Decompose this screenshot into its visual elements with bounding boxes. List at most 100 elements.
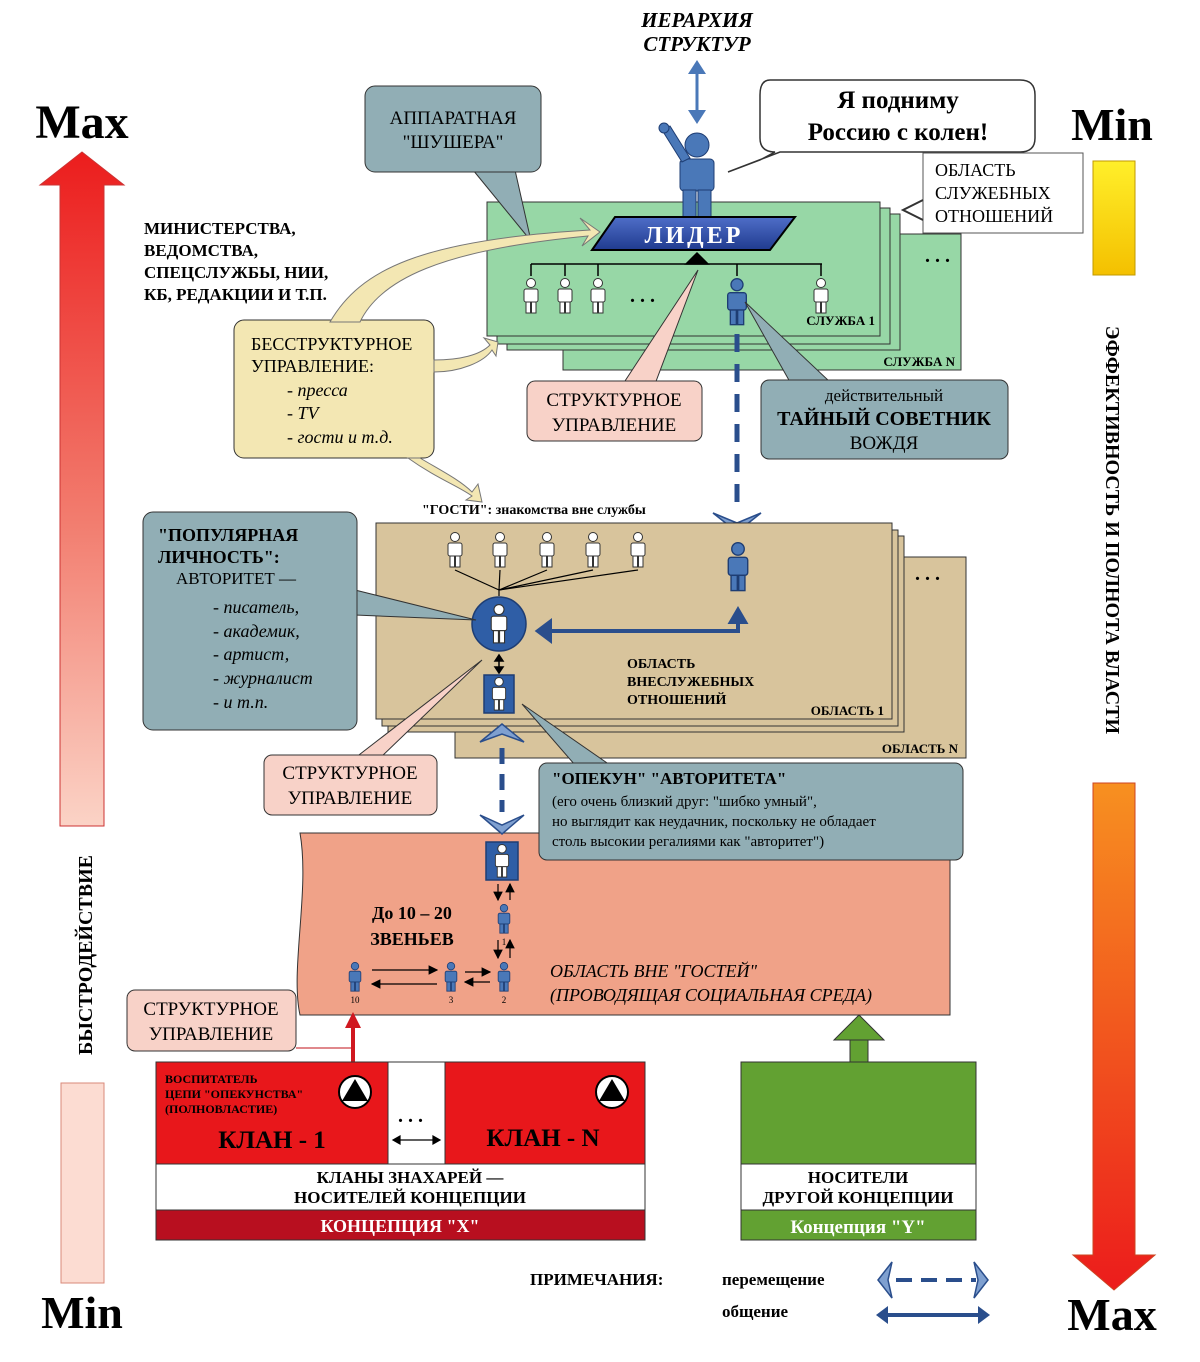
clan-n-sign-icon — [595, 1075, 629, 1109]
service-1-label: СЛУЖБА 1 — [806, 313, 875, 328]
structural-1-line1: СТРУКТУРНОЕ — [546, 390, 681, 411]
speech-line1: Я подниму — [837, 87, 959, 114]
popular-item-5: - и т.п. — [213, 692, 268, 712]
popular-line1: "ПОПУЛЯРНАЯ — [158, 525, 298, 545]
area-dots: . . . — [915, 563, 940, 585]
secret-adviser-figure — [726, 278, 748, 326]
hierarchy-line1: ИЕРАРХИЯ — [640, 8, 753, 32]
clan-1-note1: ВОСПИТАТЕЛЬ — [165, 1072, 258, 1086]
links-line2: ЗВЕНЬЕВ — [370, 929, 453, 949]
chain-arrows — [370, 882, 515, 989]
structureless-callout — [233, 217, 601, 503]
left-scale-label: БЫСТРОДЕЙСТВИЕ — [74, 855, 97, 1055]
clan-1-note2: ЦЕПИ "ОПЕКУНСТВА" — [165, 1087, 303, 1101]
apparatus-line2: "ШУШЕРА" — [403, 132, 504, 153]
guardian-figure — [483, 674, 515, 714]
speech-bubble — [727, 79, 1036, 173]
popular-item-3: - артист, — [213, 644, 289, 664]
secret-adviser-line2: ТАЙНЫЙ СОВЕТНИК — [777, 407, 991, 430]
structural-callout-1 — [526, 269, 703, 442]
concept-x-label: КОНЦЕПЦИЯ "X" — [320, 1216, 479, 1236]
guardian-line2: но выглядит как неудачник, поскольку не … — [552, 814, 876, 830]
service-area-pointer — [900, 199, 924, 221]
area-stack — [375, 522, 967, 759]
guests-lines — [454, 569, 639, 596]
staff-dots: . . . — [630, 285, 655, 307]
secret-adviser-line3: ВОЖДЯ — [850, 433, 919, 454]
popular-callout — [142, 511, 477, 731]
left-min: Min — [41, 1287, 123, 1338]
service-area-line2: СЛУЖЕБНЫХ — [935, 183, 1051, 203]
service-area-line1: ОБЛАСТЬ — [935, 160, 1016, 180]
clans-caption-line2: НОСИТЕЛЕЙ КОНЦЕПЦИИ — [294, 1188, 526, 1207]
right-min: Min — [1071, 99, 1153, 150]
left-arrow — [38, 151, 126, 827]
service-area-line3: ОТНОШЕНИЙ — [935, 206, 1053, 226]
notes-label: ПРИМЕЧАНИЯ: — [530, 1270, 663, 1289]
service-tree — [530, 251, 822, 276]
clan-gap-box — [387, 1061, 446, 1165]
structural-3-line2: УПРАВЛЕНИЕ — [149, 1024, 274, 1045]
hierarchy-line2: СТРУКТУР — [643, 32, 750, 56]
nonservice-line3: ОТНОШЕНИЙ — [627, 691, 726, 708]
outside-guests-line2: (ПРОВОДЯЩАЯ СОЦИАЛЬНАЯ СРЕДА) — [550, 985, 872, 1006]
move-legend-icon — [877, 1261, 989, 1299]
clans-caption-line1: КЛАНЫ ЗНАХАРЕЙ — — [317, 1168, 505, 1187]
popular-person — [471, 596, 527, 652]
leader-figure — [658, 122, 715, 221]
left-min-bar — [60, 1082, 105, 1284]
guardian-callout — [521, 703, 964, 861]
area-n-label: ОБЛАСТЬ N — [882, 741, 959, 756]
clan-dots: . . . — [398, 1105, 423, 1127]
chain-num-3: 3 — [449, 995, 454, 1005]
concept-y-box — [740, 1209, 977, 1241]
other-green-box — [740, 1061, 977, 1165]
adviser-in-area-figure — [727, 542, 749, 592]
guardian-copy-figure — [485, 841, 519, 881]
structural-2-line1: СТРУКТУРНОЕ — [282, 763, 417, 784]
structureless-line2: УПРАВЛЕНИЕ: — [251, 356, 374, 376]
clan-talk-arrow — [391, 1134, 442, 1146]
guardian-line3: столь высокии регалиями как "авторитет") — [552, 834, 824, 850]
structural-callout-3 — [126, 989, 297, 1052]
concept-y-label: Концепция "Y" — [790, 1217, 925, 1238]
chain-num-1: 1 — [502, 937, 507, 947]
structural-1-line2: УПРАВЛЕНИЕ — [552, 415, 677, 436]
other-line1: НОСИТЕЛИ — [808, 1168, 909, 1187]
popular-item-1: - писатель, — [213, 597, 299, 617]
hierarchy-arrow — [688, 60, 706, 124]
clans-caption-box — [155, 1163, 646, 1211]
leader-label: ЛИДЕР — [645, 223, 744, 249]
other-line2: ДРУГОЙ КОНЦЕПЦИИ — [762, 1188, 953, 1207]
guardian-title: "ОПЕКУН" "АВТОРИТЕТА" — [552, 769, 786, 788]
right-scale-label: ЭФФЕКТИВНОСТЬ И ПОЛНОТА ВЛАСТИ — [1101, 326, 1123, 735]
area-1-label: ОБЛАСТЬ 1 — [811, 703, 884, 718]
secret-adviser-line1: действительный — [825, 386, 943, 405]
apparatus-line1: АППАРАТНАЯ — [390, 108, 517, 129]
guests-caption: "ГОСТИ": знакомства вне службы — [422, 503, 646, 518]
chain-num-10: 10 — [351, 995, 361, 1005]
apparatus-callout — [364, 85, 542, 242]
talk-arrow-2 — [493, 653, 505, 675]
structureless-item-1: - пресса — [287, 380, 348, 400]
talk-legend-icon — [876, 1306, 990, 1324]
talk-arrow-1 — [534, 606, 749, 644]
service-dots: . . . — [925, 245, 950, 267]
structural-callout-2 — [263, 659, 483, 816]
notes-move: перемещение — [722, 1270, 825, 1289]
ministries-line1: МИНИСТЕРСТВА, — [144, 219, 296, 238]
popular-line3: АВТОРИТЕТ — — [176, 569, 297, 588]
clan-1-name: КЛАН - 1 — [218, 1127, 326, 1154]
leader-plate — [590, 216, 798, 251]
ministries-line4: КБ, РЕДАКЦИИ И Т.П. — [144, 285, 327, 304]
right-max: Max — [1067, 1289, 1156, 1340]
other-up-arrow — [832, 1014, 886, 1063]
guardian-line1: (его очень близкий друг: "шибко умный", — [552, 794, 817, 810]
structureless-line1: БЕССТРУКТУРНОЕ — [251, 334, 412, 354]
structureless-item-2: - TV — [287, 403, 321, 423]
left-max: Max — [35, 96, 128, 149]
nonservice-line1: ОБЛАСТЬ — [627, 657, 695, 672]
clan-1-sign-icon — [338, 1075, 372, 1109]
right-min-bar — [1092, 160, 1136, 276]
